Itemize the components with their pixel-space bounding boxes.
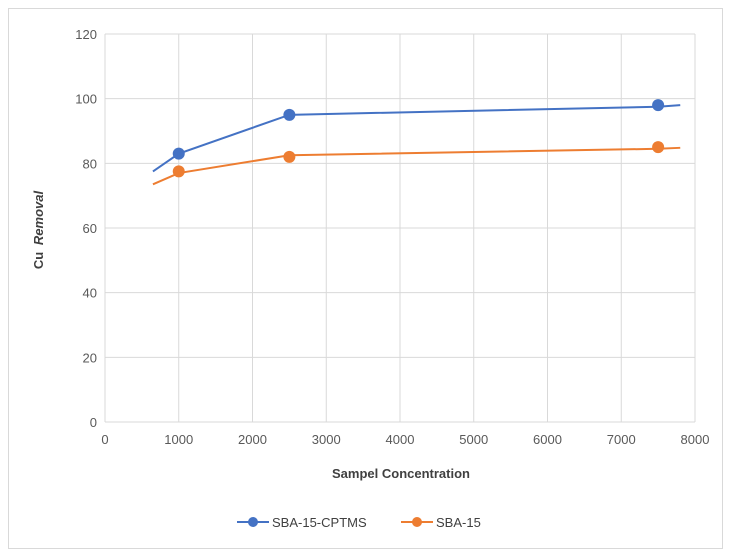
data-point <box>283 150 296 163</box>
y-tick-label: 60 <box>83 221 97 236</box>
x-tick-label: 6000 <box>533 432 562 447</box>
legend-label: SBA-15 <box>436 515 481 530</box>
x-tick-label: 0 <box>101 432 108 447</box>
chart-container: 0 1000 2000 3000 4000 5000 6000 7000 8000 0 20 40 60… <box>8 8 723 549</box>
x-tick-label: 2000 <box>238 432 267 447</box>
data-point <box>652 99 665 112</box>
y-tick-label: 40 <box>83 286 97 301</box>
y-tick-label: 100 <box>75 92 97 107</box>
line-chart: 0 1000 2000 3000 4000 5000 6000 7000 8000 0 20 40 60… <box>31 27 709 530</box>
y-axis-title-italic: Removal <box>31 191 46 246</box>
y-tick-label: 80 <box>83 156 97 171</box>
grid-lines <box>104 33 696 423</box>
data-point <box>283 108 296 121</box>
y-axis-title: Cu Removal <box>31 191 46 270</box>
legend-item-sba-15-cptms: SBA-15-CPTMS <box>237 515 367 530</box>
x-axis-title: Sampel Concentration <box>332 466 470 481</box>
y-tick-label: 20 <box>83 350 97 365</box>
legend-label: SBA-15-CPTMS <box>272 515 367 530</box>
y-tick-label: 0 <box>90 415 97 430</box>
x-tick-label: 1000 <box>164 432 193 447</box>
series-line-0 <box>152 104 681 173</box>
x-tick-label: 5000 <box>459 432 488 447</box>
tick-labels: 0 1000 2000 3000 4000 5000 6000 7000 8000 0 20 40 60… <box>75 27 709 447</box>
x-tick-label: 7000 <box>607 432 636 447</box>
data-point <box>172 165 185 178</box>
data-point <box>172 147 185 160</box>
legend: SBA-15-CPTMS SBA-15 <box>237 515 481 530</box>
x-tick-label: 3000 <box>312 432 341 447</box>
x-tick-label: 8000 <box>681 432 710 447</box>
y-tick-label: 120 <box>75 27 97 42</box>
data-series <box>152 99 681 186</box>
legend-swatch-marker <box>248 517 258 527</box>
legend-item-sba-15: SBA-15 <box>401 515 481 530</box>
data-point <box>652 141 665 154</box>
series-line-1 <box>152 146 681 186</box>
x-tick-label: 4000 <box>386 432 415 447</box>
legend-swatch-marker <box>412 517 422 527</box>
y-axis-title-prefix: Cu <box>31 252 46 269</box>
